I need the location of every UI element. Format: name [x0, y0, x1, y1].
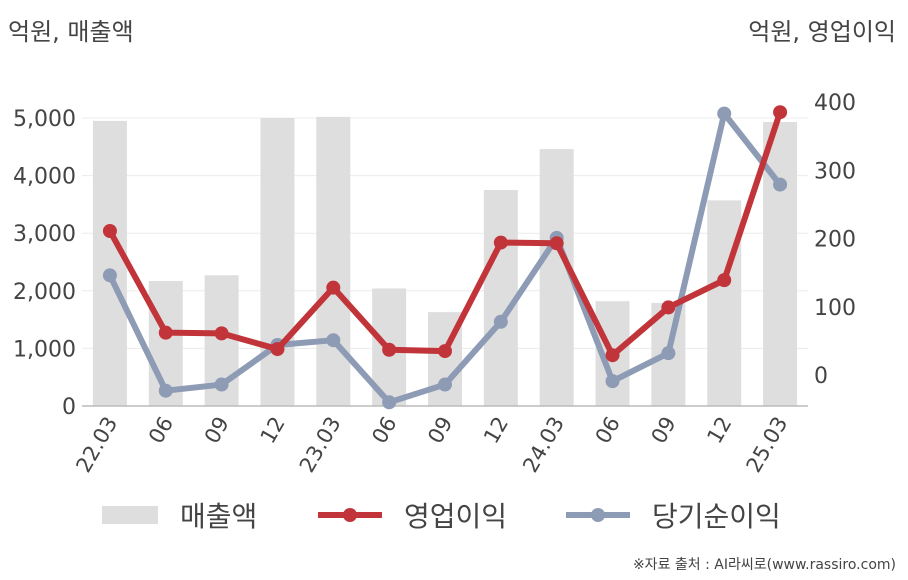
point-net-income: [158, 383, 173, 398]
point-operating-profit: [382, 342, 397, 357]
legend-label-net: 당기순이익: [652, 500, 781, 533]
right-tick-label: 300: [814, 159, 856, 184]
legend-label-operating: 영업이익: [404, 500, 508, 533]
bar-revenue: [316, 116, 351, 407]
legend-item-operating: 영업이익: [318, 490, 507, 540]
point-net-income: [326, 333, 341, 348]
point-operating-profit: [773, 105, 788, 120]
point-net-income: [717, 106, 732, 121]
point-operating-profit: [214, 326, 229, 341]
point-net-income: [214, 377, 229, 392]
bar-revenue: [92, 120, 127, 406]
point-operating-profit: [270, 342, 285, 357]
combo-chart: 0 1,000 2,000 3,000 4,000 5,000 0 100 200 300 400 2…: [13, 91, 856, 477]
point-net-income: [438, 377, 452, 392]
point-net-income: [102, 268, 117, 283]
x-tick-label: 23.03: [295, 413, 346, 477]
left-tick-label: 1,000: [13, 337, 76, 362]
right-tick-label: 200: [814, 228, 856, 253]
legend-label-revenue: 매출액: [180, 500, 258, 533]
x-tick-label: 12: [702, 413, 736, 448]
x-tick-label: 12: [256, 413, 290, 448]
point-operating-profit: [605, 348, 620, 363]
point-operating-profit: [661, 300, 676, 315]
left-axis-unit: 억원, 매출액: [8, 18, 134, 46]
legend-item-revenue: 매출액: [102, 490, 257, 540]
left-tick-label: 0: [62, 395, 76, 420]
point-net-income: [493, 314, 508, 329]
chart-legend: 매출액 영업이익 당기순이익: [0, 490, 908, 540]
point-operating-profit: [493, 235, 508, 250]
x-tick-label: 25.03: [742, 413, 793, 477]
x-tick-label: 06: [591, 413, 625, 448]
x-tick-label: 09: [423, 413, 457, 448]
left-tick-label: 4,000: [13, 165, 76, 190]
legend-swatch-net: [566, 508, 630, 522]
legend-swatch-bar: [102, 506, 158, 524]
left-tick-label: 3,000: [13, 222, 76, 247]
point-operating-profit: [438, 344, 452, 359]
x-tick-label: 12: [479, 413, 513, 448]
bar-revenue: [707, 200, 742, 406]
point-operating-profit: [549, 236, 564, 251]
bar-revenue: [260, 118, 295, 406]
left-tick-label: 2,000: [13, 280, 76, 305]
right-tick-label: 400: [814, 91, 856, 116]
right-tick-label: 0: [814, 364, 828, 389]
source-note: ※자료 출처 : AI라씨로(www.rassiro.com): [632, 557, 896, 573]
point-operating-profit: [717, 273, 732, 288]
legend-swatch-operating: [318, 508, 382, 522]
left-tick-label: 5,000: [13, 107, 76, 132]
point-operating-profit: [102, 223, 117, 238]
x-tick-label: 09: [647, 413, 681, 448]
point-net-income: [605, 374, 620, 389]
x-tick-label: 09: [200, 413, 234, 448]
bar-revenue: [539, 149, 574, 406]
legend-item-net: 당기순이익: [566, 490, 781, 540]
point-net-income: [773, 177, 788, 192]
point-operating-profit: [158, 325, 173, 340]
x-tick-label: 24.03: [518, 413, 569, 477]
point-net-income: [661, 346, 676, 361]
point-operating-profit: [326, 280, 341, 295]
x-tick-label: 06: [367, 413, 401, 448]
point-net-income: [382, 395, 397, 410]
bar-revenue: [483, 190, 518, 406]
x-tick-label: 22.03: [71, 413, 122, 477]
right-axis-unit: 억원, 영업이익: [748, 18, 896, 46]
right-tick-label: 100: [814, 296, 856, 321]
x-tick-label: 06: [144, 413, 178, 448]
